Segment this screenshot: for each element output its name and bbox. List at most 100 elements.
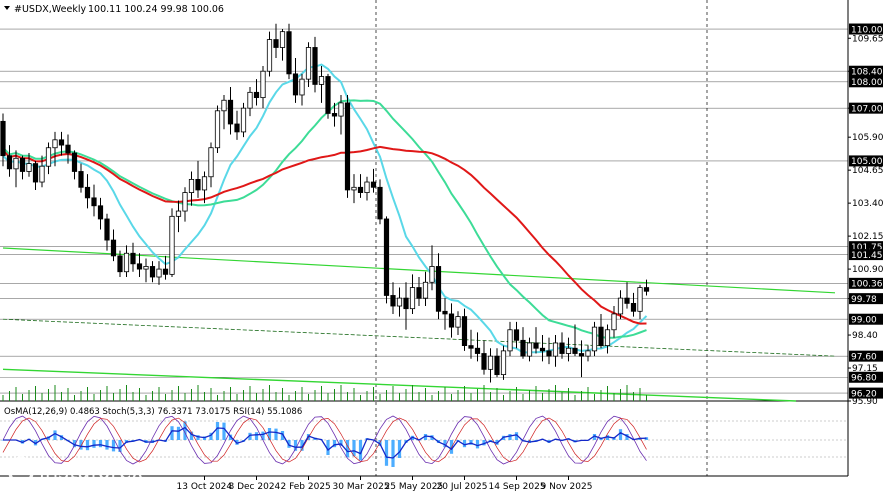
candle-body <box>13 157 19 170</box>
candlesticks[interactable] <box>0 23 650 383</box>
candle-body <box>604 329 611 346</box>
osma-bar <box>196 435 200 440</box>
price-badge-label: 105.00 <box>851 157 883 167</box>
candle-body <box>643 287 650 292</box>
candle-body <box>377 186 383 220</box>
osma-bar <box>215 422 220 440</box>
osma-bar <box>293 440 298 451</box>
candle-body <box>409 287 416 310</box>
ma-mid-line <box>2 99 647 339</box>
price-badge-label: 108.40 <box>851 68 883 78</box>
price-badge <box>849 313 883 325</box>
osma-bar <box>508 434 512 440</box>
osma-bar <box>176 426 181 440</box>
vertical-dividers <box>375 0 708 476</box>
price-badge-label: 108.00 <box>851 78 883 88</box>
rsi-line <box>3 426 647 459</box>
candle-body <box>123 252 130 273</box>
logo-tagline: Instant Forex Trading <box>38 482 148 494</box>
osma-bar <box>189 431 194 440</box>
time-tick-label: 25 May 2025 <box>385 482 444 492</box>
osma-bar <box>254 432 259 440</box>
candle-body <box>455 316 461 328</box>
candle-body <box>32 163 39 183</box>
candle-body <box>253 91 260 99</box>
candle-body <box>78 171 84 188</box>
candle-body <box>461 316 468 346</box>
price-badge-label: 107.00 <box>851 104 883 114</box>
price-badge <box>849 371 883 383</box>
candle-body <box>227 99 234 125</box>
osma-bar <box>280 431 285 440</box>
dropdown-triangle-icon[interactable] <box>4 6 10 10</box>
candle-body <box>591 326 598 352</box>
candle-body <box>513 329 520 341</box>
candle-body <box>104 218 110 241</box>
candle-body <box>273 39 279 48</box>
ohlc-label: 100.11 100.24 99.98 100.06 <box>88 4 224 15</box>
osma-bar <box>287 440 291 448</box>
candle-body <box>383 218 390 296</box>
candle-body <box>65 144 71 154</box>
candle-body <box>260 70 266 99</box>
candle-body <box>221 99 227 112</box>
candle-body <box>552 342 559 357</box>
candle-body <box>58 139 65 146</box>
candle-body <box>611 313 617 331</box>
candle-body <box>344 102 351 191</box>
osma-bar <box>358 440 363 461</box>
candle-body <box>266 39 273 72</box>
candle-body <box>578 353 585 357</box>
price-tick-label: 102.15 <box>852 232 884 242</box>
price-tick-label: 109.65 <box>852 34 884 44</box>
price-badge <box>849 387 883 399</box>
candle-body <box>494 355 500 376</box>
osma-bar <box>209 432 213 440</box>
osma-bar <box>482 440 486 446</box>
candle-body <box>312 47 318 85</box>
candle-body <box>435 266 442 312</box>
candle-body <box>520 339 526 357</box>
osma-bar <box>79 440 83 450</box>
price-tick-label: 97.15 <box>852 364 878 374</box>
osma-bar <box>118 440 122 452</box>
candle-body <box>390 295 396 307</box>
price-badge <box>849 277 883 289</box>
price-badge-label: 101.75 <box>851 243 883 253</box>
logo-wordmark: instaforex <box>39 459 144 483</box>
osma-bar <box>92 440 96 448</box>
osma-bar <box>300 440 304 451</box>
candle-body <box>0 120 6 157</box>
time-tick-label: 9 Nov 2025 <box>541 482 593 492</box>
candle-body <box>182 192 188 212</box>
candle-body <box>598 326 604 346</box>
candle-body <box>416 287 422 299</box>
price-tick-label: 100.90 <box>852 265 884 275</box>
time-tick-label: 8 Dec 2024 <box>229 482 281 492</box>
candle-body <box>539 347 546 352</box>
candle-body <box>481 353 487 370</box>
candle-body <box>188 178 195 193</box>
candle-body <box>474 347 481 354</box>
osma-bar <box>261 431 265 440</box>
price-badge <box>849 249 883 261</box>
candle-body <box>26 163 32 172</box>
candle-body <box>500 350 507 376</box>
candle-body <box>637 287 643 312</box>
candle-body <box>442 310 448 315</box>
chart-header: #USDX,Weekly 100.11 100.24 99.98 100.06 <box>4 4 224 15</box>
osma-bar <box>391 440 395 467</box>
price-badge-label: 99.00 <box>851 316 877 326</box>
moving-averages <box>2 63 648 354</box>
candle-body <box>84 186 91 199</box>
price-badge-label: 99.78 <box>851 295 877 305</box>
price-badge <box>849 293 883 305</box>
candle-body <box>364 181 370 193</box>
price-tick-label: 104.65 <box>852 166 884 176</box>
candle-body <box>247 91 253 109</box>
price-badge <box>849 76 883 88</box>
candle-body <box>279 31 286 48</box>
candle-body <box>240 107 247 133</box>
